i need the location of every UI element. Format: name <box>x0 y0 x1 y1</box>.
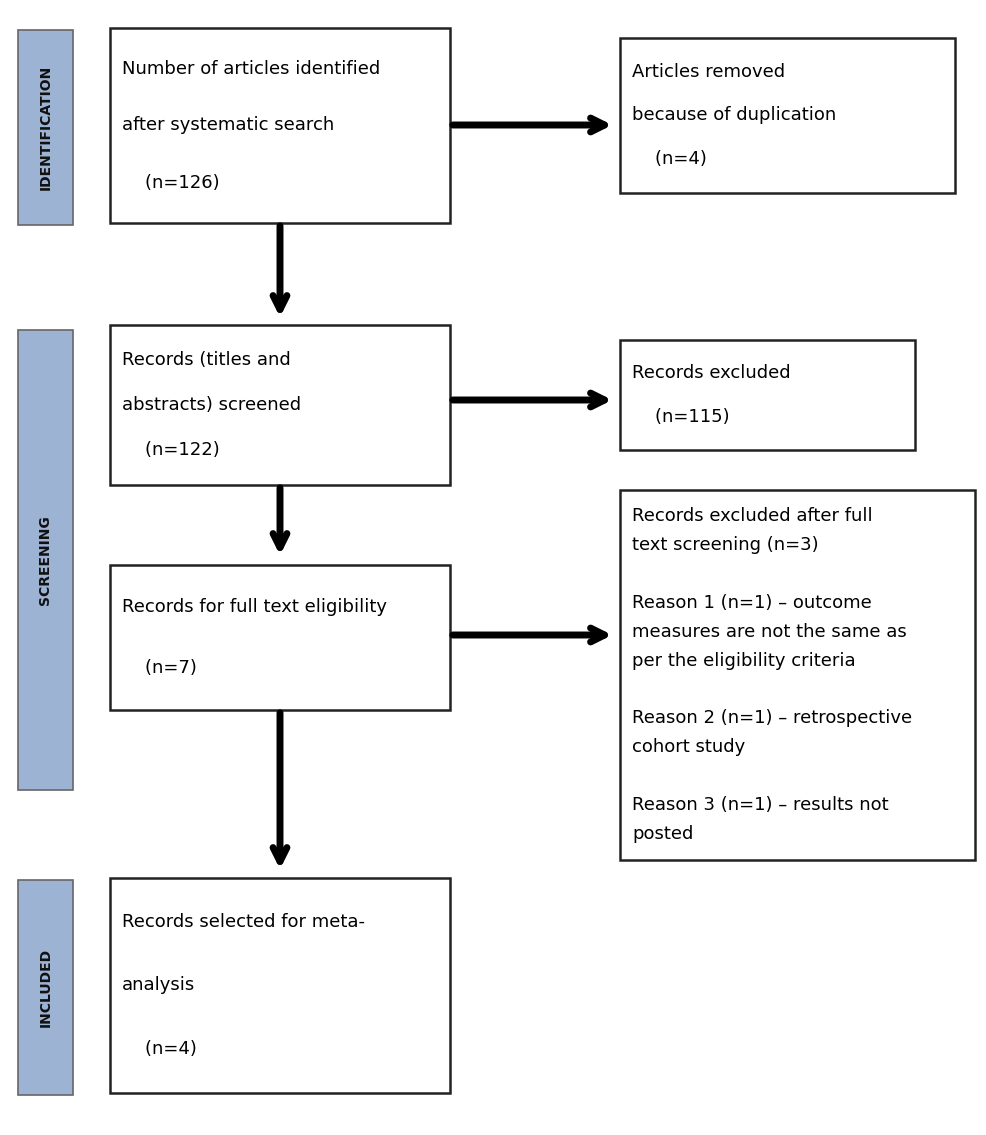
Text: after systematic search: after systematic search <box>122 117 334 135</box>
Bar <box>110 565 450 711</box>
Text: analysis: analysis <box>122 976 195 994</box>
Bar <box>620 490 975 860</box>
Bar <box>620 340 915 449</box>
Text: (n=4): (n=4) <box>632 150 707 168</box>
Text: (n=126): (n=126) <box>122 174 220 192</box>
Text: (n=122): (n=122) <box>122 442 220 460</box>
Text: posted: posted <box>632 825 693 842</box>
Text: (n=7): (n=7) <box>122 658 197 676</box>
Text: cohort study: cohort study <box>632 738 745 756</box>
Text: Records for full text eligibility: Records for full text eligibility <box>122 598 387 616</box>
Text: text screening (n=3): text screening (n=3) <box>632 536 818 554</box>
Text: Articles removed: Articles removed <box>632 62 785 81</box>
Text: Reason 2 (n=1) – retrospective: Reason 2 (n=1) – retrospective <box>632 709 912 728</box>
Text: measures are not the same as: measures are not the same as <box>632 623 907 641</box>
Bar <box>18 30 73 225</box>
Text: Records selected for meta-: Records selected for meta- <box>122 913 365 931</box>
Text: INCLUDED: INCLUDED <box>38 948 52 1027</box>
Text: IDENTIFICATION: IDENTIFICATION <box>38 65 52 191</box>
Text: Reason 3 (n=1) – results not: Reason 3 (n=1) – results not <box>632 796 888 814</box>
Text: per the eligibility criteria: per the eligibility criteria <box>632 651 856 670</box>
Bar <box>620 37 955 193</box>
Text: Number of articles identified: Number of articles identified <box>122 59 381 77</box>
Text: abstracts) screened: abstracts) screened <box>122 396 301 414</box>
Bar <box>110 878 450 1093</box>
Text: Records (titles and: Records (titles and <box>122 351 291 369</box>
Text: (n=115): (n=115) <box>632 407 730 426</box>
Text: SCREENING: SCREENING <box>38 515 52 605</box>
Bar <box>110 28 450 222</box>
Bar <box>18 330 73 790</box>
Text: (n=4): (n=4) <box>122 1040 197 1058</box>
Text: Reason 1 (n=1) – outcome: Reason 1 (n=1) – outcome <box>632 594 872 612</box>
Bar <box>110 325 450 485</box>
Text: because of duplication: because of duplication <box>632 107 836 125</box>
Bar <box>18 880 73 1095</box>
Text: Records excluded: Records excluded <box>632 364 791 382</box>
Text: Records excluded after full: Records excluded after full <box>632 507 873 526</box>
